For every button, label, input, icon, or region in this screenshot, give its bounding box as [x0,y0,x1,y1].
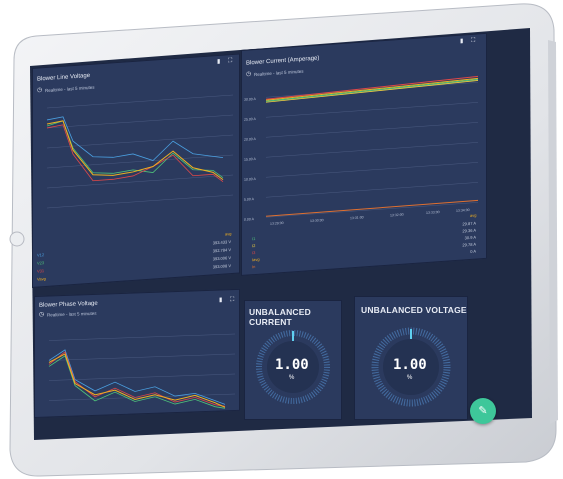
fullscreen-icon[interactable]: ⛶ [471,36,476,44]
legend-label: Vavg [37,276,46,282]
document-icon[interactable]: ▮ [219,296,223,304]
gauge-value: 1.00 [275,357,309,373]
panel-title: Blower Phase Voltage [39,300,98,309]
document-icon[interactable]: ▮ [217,57,221,66]
y-tick-label: 5.00 A [244,197,255,202]
legend-value: 29.87 A [462,220,476,227]
y-tick-label: 30.00 A [244,97,257,102]
legend-value: 393.433 V [212,239,231,246]
edit-fab-button[interactable]: ✎ [470,398,496,424]
phase-voltage-panel: Blower Phase Voltage ◷ Realtime - last 5… [34,288,240,418]
y-tick-label: 15.00 A [244,157,257,162]
clock-icon: ◷ [37,86,43,94]
x-tick-label: 13:34:00 [456,208,470,213]
panel-title: UNBALANCED CURRENT [249,307,311,327]
home-button[interactable] [9,231,25,247]
line-voltage-chart [46,94,233,209]
legend-header: avg [470,212,477,218]
legend-value: 392.784 V [212,247,231,254]
unbalanced-current-panel: UNBALANCED CURRENT 1.00 % [244,300,342,420]
panel-title: UNBALANCED VOLTAGE [361,305,467,315]
gauge-unit: % [407,375,413,381]
current-panel: Blower Current (Amperage) ◷ Realtime - l… [241,32,487,276]
legend-label: I3 [252,249,256,256]
y-tick-label: 0.00 A [244,217,255,222]
legend-label: I2 [252,242,256,249]
legend-value: 30.9 A [464,234,476,241]
phase-voltage-chart [48,333,235,409]
line-voltage-panel: Blower Line Voltage ◷ Realtime - last 5 … [32,53,240,288]
x-tick-label: 13:31:00 [350,215,364,220]
gauge-value: 1.00 [393,357,427,373]
clock-icon: ◷ [39,310,45,318]
legend-value: 393.008 V [212,263,231,270]
legend-label: V23 [37,260,45,266]
x-tick-label: 13:33:00 [426,210,440,215]
panel-title: Blower Line Voltage [37,72,91,83]
current-gauge [256,330,330,404]
x-tick-label: 13:32:00 [390,213,404,218]
legend-label: V31 [37,268,45,274]
x-tick-label: 13:29:00 [270,221,284,226]
fullscreen-icon[interactable]: ⛶ [228,57,233,65]
y-tick-label: 10.00 A [244,177,257,182]
voltage-gauge [371,327,451,407]
x-tick-label: 13:30:00 [310,218,324,223]
clock-icon: ◷ [246,70,252,78]
legend-value: 0 A [470,248,476,254]
legend-value: 393.006 V [212,255,231,262]
current-chart: 30.00 A 25.00 A 20.00 A 15.00 A 10.00 A … [244,75,479,226]
legend-label: In [252,263,256,270]
panel-title: Blower Current (Amperage) [246,55,320,67]
panel-subtitle: Realtime - last 5 minutes [47,310,97,318]
legend-label: Iavg [252,256,260,263]
document-icon[interactable]: ▮ [460,37,464,45]
gauge-unit: % [289,375,295,381]
fullscreen-icon[interactable]: ⛶ [230,296,235,304]
unbalanced-voltage-panel: UNBALANCED VOLTAGE 1.00 % [354,296,468,420]
y-tick-label: 20.00 A [244,137,257,142]
legend-value: 29.36 A [462,227,476,234]
y-tick-label: 25.00 A [244,117,257,122]
legend-value: 29.78 A [462,241,476,248]
legend-label: V12 [37,252,45,258]
legend-label: I1 [252,235,256,242]
legend-header: avg [225,231,232,237]
panel-subtitle: Realtime - last 5 minutes [254,68,304,78]
pencil-icon: ✎ [478,404,488,417]
panel-subtitle: Realtime - last 5 minutes [45,84,95,94]
